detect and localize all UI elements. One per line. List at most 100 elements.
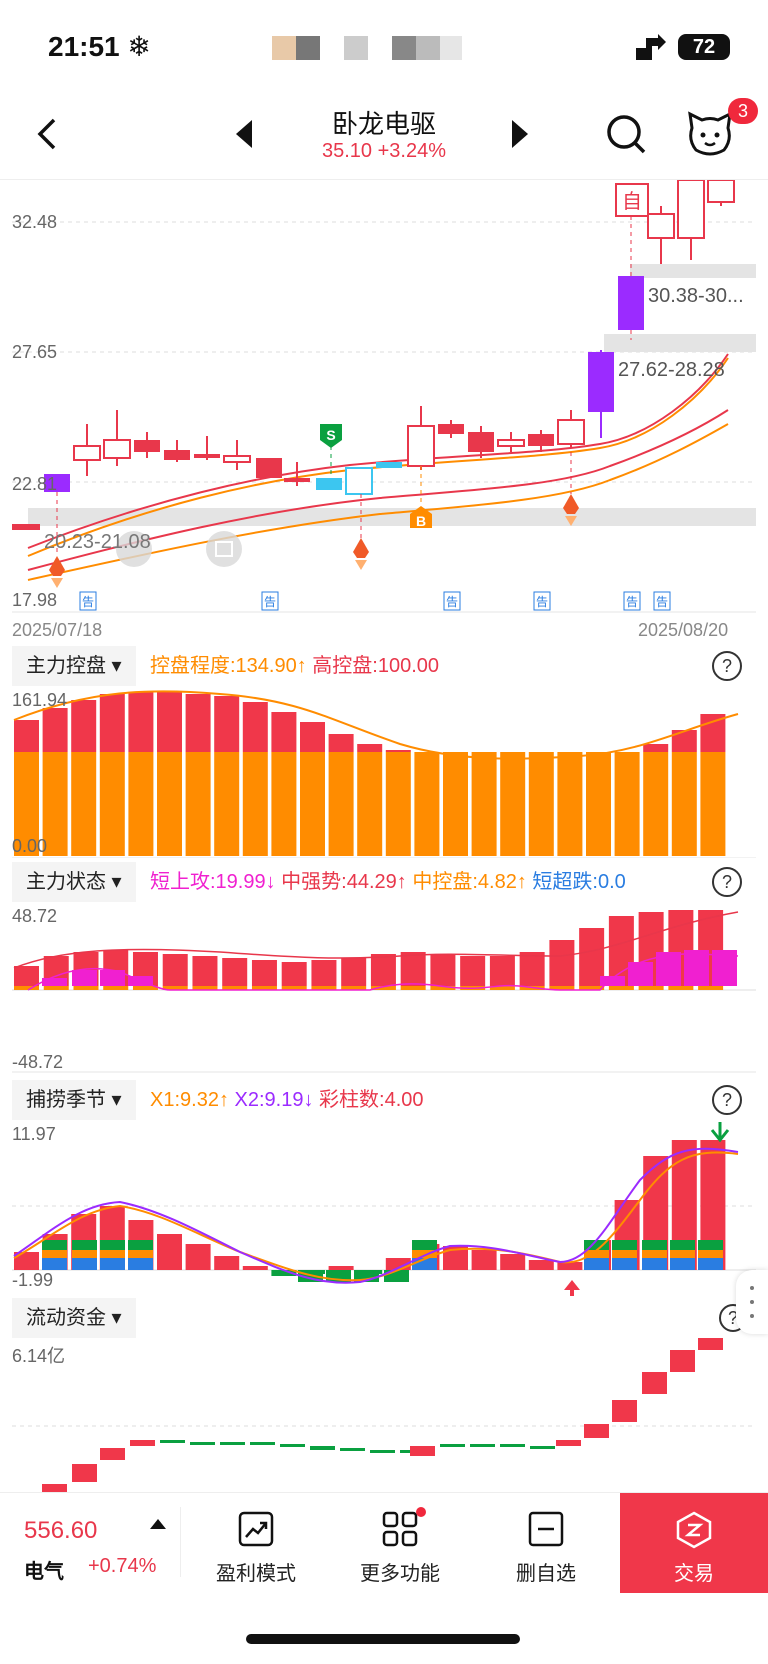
sector-change[interactable]: +0.74% [88, 1555, 157, 1577]
help-icon[interactable]: ? [712, 651, 742, 681]
season-bar [214, 1256, 240, 1270]
help-icon[interactable]: ? [712, 867, 742, 897]
control-bar-orange [557, 752, 583, 856]
signal-icon [636, 34, 666, 60]
panel1-y-bottom: 0.00 [12, 836, 48, 856]
control-bar-orange [471, 752, 497, 856]
control-bar-orange [586, 752, 611, 856]
down-arrow-icon [710, 1122, 730, 1143]
state-bar [311, 960, 337, 986]
short-attack-value: 短上攻:19.99↓ [150, 871, 276, 893]
svg-text:告: 告 [656, 595, 668, 609]
color-bar-orange [72, 1250, 97, 1258]
control-bar-red [385, 750, 411, 752]
color-bar-green [698, 1240, 723, 1250]
season-bar [471, 1250, 497, 1270]
draw-icon[interactable] [206, 531, 242, 567]
indicator-selector-main-state[interactable]: 主力状态 ▾ [12, 862, 136, 902]
color-bar-count-value: 彩柱数:4.00 [319, 1089, 424, 1111]
state-base [281, 986, 307, 990]
search-icon[interactable] [604, 112, 648, 156]
control-bar-orange [300, 752, 325, 856]
control-bar-orange [242, 752, 268, 856]
resistance-zone-label: 27.62-28.28 [618, 359, 725, 381]
back-icon[interactable] [28, 114, 68, 154]
kline-y-label-1: 32.48 [12, 212, 58, 232]
control-bar-red [271, 712, 297, 752]
panel-main-control-header: 主力控盘 ▾ 控盘程度:134.90↑ 高控盘:100.00 ? [0, 646, 768, 686]
tool-icon[interactable] [116, 531, 152, 567]
support-zone-label: 20.23-21.08 [44, 531, 151, 553]
capital-bar [100, 1448, 125, 1460]
help-icon[interactable]: ? [712, 1085, 742, 1115]
rocket-icon [353, 538, 369, 570]
sector-index-value[interactable]: 556.60 [24, 1517, 98, 1544]
mascot-icon[interactable] [686, 110, 734, 158]
season-bar [328, 1266, 354, 1270]
control-bar-orange [385, 752, 411, 856]
tab-more-functions[interactable]: 更多功能 [330, 1493, 470, 1597]
state-base [430, 986, 456, 990]
season-bar [242, 1266, 268, 1270]
capital-bar [470, 1444, 495, 1447]
color-bar-orange [100, 1250, 125, 1258]
status-time: 21:51 ❄ [48, 31, 151, 62]
tab-profit-mode[interactable]: 盈利模式 [186, 1493, 326, 1597]
capital-bar [584, 1424, 609, 1438]
trend-chart-icon [238, 1511, 274, 1547]
svg-text:告: 告 [264, 595, 276, 609]
control-bar-orange [157, 752, 182, 856]
season-bar [185, 1244, 211, 1270]
ma-line-2 [27, 353, 729, 549]
minus-square-icon [528, 1511, 564, 1547]
state-base [608, 986, 634, 990]
announcement-markers[interactable]: 告 告 告 告 告 告 [79, 591, 671, 611]
state-bar [251, 960, 277, 986]
control-bar-red [300, 722, 325, 752]
control-bar-orange [414, 752, 440, 856]
next-stock-icon[interactable] [512, 120, 528, 148]
capital-bar [310, 1446, 335, 1450]
state-base [370, 986, 396, 990]
control-bar-orange [614, 752, 640, 856]
indicator-selector-fishing-season[interactable]: 捕捞季节 ▾ [12, 1080, 136, 1120]
tab-profit-mode-label: 盈利模式 [216, 1563, 296, 1585]
prev-stock-icon[interactable] [236, 120, 252, 148]
capital-bar [698, 1338, 723, 1350]
date-end: 2025/08/20 [638, 620, 729, 640]
color-bar-green [42, 1240, 67, 1250]
season-bar [14, 1252, 39, 1270]
capital-bar [670, 1350, 695, 1372]
control-bar-red [14, 720, 39, 752]
capital-bar [340, 1448, 365, 1451]
stock-price-change: 35.10 +3.24% [322, 140, 446, 162]
state-bar-magenta [684, 950, 709, 986]
color-bar-blue [670, 1258, 695, 1270]
state-base [698, 986, 724, 990]
indicator-selector-main-control[interactable]: 主力控盘 ▾ [12, 646, 136, 686]
sector-name[interactable]: 电气 [24, 1561, 64, 1583]
state-bar [341, 958, 367, 986]
svg-text:告: 告 [82, 595, 94, 609]
color-bar-orange [612, 1250, 637, 1258]
candlestick-chart[interactable]: 自 S B 告 告 告 告 告 告 30.38-30... 27.62-28.2… [0, 180, 768, 640]
indicator-selector-liquid-capital[interactable]: 流动资金 ▾ [12, 1298, 136, 1338]
color-bar-blue [128, 1258, 153, 1270]
color-bar-green [412, 1240, 437, 1250]
control-bar-red [185, 694, 211, 752]
panel-liquid-capital-header: 流动资金 ▾ ? [0, 1298, 768, 1338]
capital-bar [42, 1484, 67, 1492]
control-bar-orange [271, 752, 297, 856]
panel3-y-bottom: -1.99 [12, 1270, 54, 1290]
expand-up-icon[interactable] [150, 1519, 166, 1529]
resistance-zone-top-label: 30.38-30... [648, 285, 744, 307]
home-indicator[interactable] [246, 1634, 520, 1644]
state-base [549, 986, 575, 990]
side-handle[interactable] [736, 1270, 768, 1334]
resistance-zone [604, 334, 756, 352]
tab-remove-watchlist[interactable]: 删自选 [476, 1493, 616, 1597]
trade-button[interactable]: 交易 [620, 1493, 768, 1593]
control-bar-orange [42, 752, 68, 856]
state-base [132, 986, 158, 990]
state-base [43, 986, 69, 990]
